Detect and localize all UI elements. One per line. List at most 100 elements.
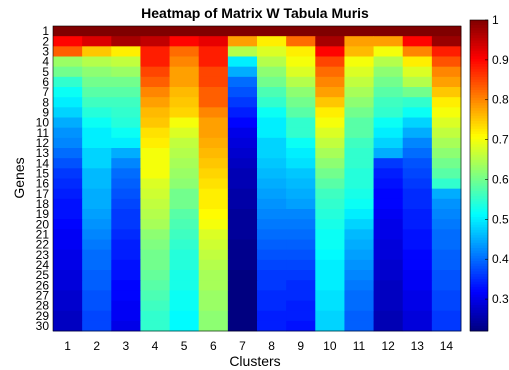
heatmap-cell xyxy=(227,36,258,47)
y-tick-label: 7 xyxy=(42,85,49,99)
heatmap-cell xyxy=(140,158,170,169)
heatmap-cell xyxy=(82,219,112,230)
heatmap-cell xyxy=(111,300,141,312)
colorbar-segment xyxy=(470,315,488,319)
colorbar-segment xyxy=(470,312,488,316)
colorbar-segment xyxy=(470,146,488,150)
heatmap-cell xyxy=(402,158,433,169)
colorbar-segment xyxy=(470,77,488,81)
heatmap-cell xyxy=(315,66,345,78)
colorbar-segment xyxy=(470,53,488,57)
heatmap-cell xyxy=(431,209,462,220)
heatmap-cell xyxy=(344,107,374,118)
colorbar-segment xyxy=(470,302,488,306)
heatmap-cell xyxy=(82,239,112,251)
heatmap-cell xyxy=(169,320,200,332)
heatmap-cell xyxy=(344,310,374,322)
heatmap-cell xyxy=(140,280,170,291)
x-tick-label: 4 xyxy=(152,339,159,353)
heatmap-cell xyxy=(402,239,433,251)
heatmap-cell xyxy=(169,97,200,108)
heatmap-cell xyxy=(111,26,141,37)
heatmap-cell xyxy=(344,127,374,139)
heatmap-cell xyxy=(315,76,345,88)
heatmap-cell xyxy=(431,117,462,129)
colorbar-segment xyxy=(470,253,488,257)
y-tick-label: 17 xyxy=(36,187,50,201)
heatmap-cell xyxy=(53,178,83,190)
colorbar-segment xyxy=(470,188,488,192)
heatmap-cell xyxy=(53,97,83,108)
colorbar-segment xyxy=(470,40,488,44)
heatmap-cell xyxy=(53,188,83,200)
heatmap-cell xyxy=(344,46,374,57)
colorbar-segment xyxy=(470,325,488,329)
colorbar-segment xyxy=(470,89,488,93)
heatmap-cell xyxy=(257,107,287,118)
colorbar-segment xyxy=(470,105,488,109)
colorbar-segment xyxy=(470,71,488,75)
heatmap-cell xyxy=(111,198,141,210)
colorbar-segment xyxy=(470,229,488,233)
colorbar-segment xyxy=(470,323,488,327)
colorbar-segment xyxy=(470,79,488,83)
heatmap-cell xyxy=(344,239,374,251)
colorbar-segment xyxy=(470,115,488,119)
heatmap-cell xyxy=(431,270,462,281)
heatmap-cell xyxy=(344,320,374,332)
colorbar-segment xyxy=(470,152,488,156)
colorbar-tick-label: 0.7 xyxy=(492,133,509,147)
heatmap-cell xyxy=(198,97,229,108)
heatmap-cell xyxy=(169,310,200,322)
heatmap-cell xyxy=(53,127,83,139)
colorbar-segment xyxy=(470,64,488,68)
x-tick-label: 10 xyxy=(323,339,337,353)
heatmap-cell xyxy=(402,259,433,271)
colorbar-tick-label: 0.3 xyxy=(492,292,509,306)
heatmap-cell xyxy=(53,320,83,332)
heatmap-cell xyxy=(53,87,83,98)
heatmap-cell xyxy=(373,290,404,301)
heatmap-cell xyxy=(286,158,316,169)
colorbar-segment xyxy=(470,185,488,189)
plot-frame xyxy=(52,25,462,332)
heatmap-cell xyxy=(169,209,200,220)
colorbar-segment xyxy=(470,193,488,197)
heatmap-cell xyxy=(82,168,112,179)
colorbar-segment xyxy=(470,136,488,140)
heatmap-cell xyxy=(111,168,141,179)
heatmap-cell xyxy=(140,209,170,220)
colorbar-segment xyxy=(470,22,488,26)
colorbar-segment xyxy=(470,209,488,213)
heatmap-cell xyxy=(286,320,316,332)
y-tick-label: 4 xyxy=(42,55,49,69)
colorbar-segment xyxy=(470,224,488,228)
colorbar-segment xyxy=(470,102,488,106)
heatmap-cell xyxy=(169,36,200,47)
heatmap-cell xyxy=(431,36,462,47)
heatmap-cell xyxy=(140,219,170,230)
colorbar-segment xyxy=(470,128,488,132)
heatmap-cell xyxy=(82,87,112,98)
heatmap-cell xyxy=(373,87,404,98)
heatmap-cell xyxy=(198,107,229,118)
heatmap-cell xyxy=(431,137,462,149)
heatmap-cell xyxy=(111,219,141,230)
heatmap-cell xyxy=(315,209,345,220)
heatmap-cell xyxy=(140,320,170,332)
heatmap-cell xyxy=(431,97,462,108)
heatmap-cell xyxy=(227,127,258,139)
heatmap-cell xyxy=(227,66,258,78)
colorbar-segment xyxy=(470,286,488,290)
heatmap-cell xyxy=(402,229,433,240)
y-tick-label: 26 xyxy=(36,278,50,292)
heatmap-cell xyxy=(257,239,287,251)
heatmap-cell xyxy=(227,300,258,312)
heatmap-cell xyxy=(82,249,112,261)
heatmap-cell xyxy=(431,26,462,37)
heatmap-cell xyxy=(227,188,258,200)
y-tick-label: 19 xyxy=(36,207,50,221)
heatmap-cell xyxy=(286,219,316,230)
heatmap-cell xyxy=(169,259,200,271)
heatmap-cell xyxy=(315,26,345,37)
